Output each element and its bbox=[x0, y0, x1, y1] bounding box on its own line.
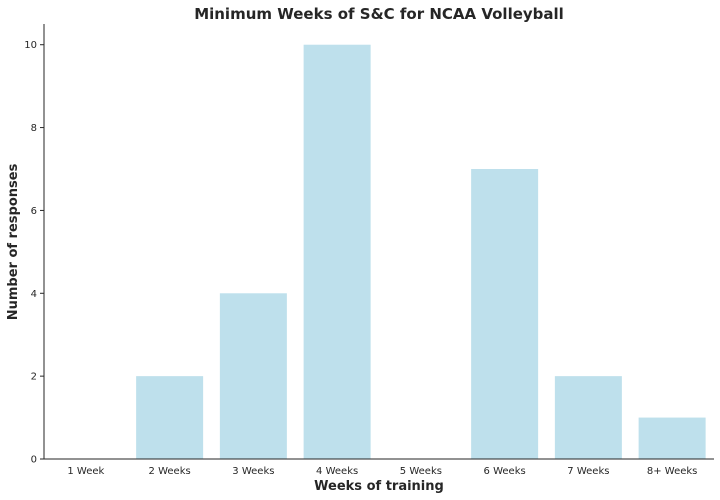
x-tick-label: 1 Week bbox=[67, 466, 104, 477]
x-tick-label: 2 Weeks bbox=[149, 466, 191, 477]
y-axis-label: Number of responses bbox=[6, 163, 21, 320]
bars-group bbox=[136, 44, 706, 459]
bar-2-weeks bbox=[136, 376, 204, 459]
x-tick-label: 3 Weeks bbox=[232, 466, 274, 477]
y-tick-label: 6 bbox=[31, 206, 37, 217]
y-tick-label: 10 bbox=[24, 40, 37, 51]
bar-4-weeks bbox=[303, 44, 371, 459]
y-tick-label: 0 bbox=[31, 455, 37, 466]
bar-7-weeks bbox=[554, 376, 622, 459]
x-axis-ticks: 1 Week 2 Weeks 3 Weeks 4 Weeks 5 Weeks 6 Week… bbox=[67, 466, 697, 477]
x-tick-label: 5 Weeks bbox=[400, 466, 442, 477]
y-axis-ticks: 0 2 4 6 8 10 bbox=[24, 40, 44, 466]
x-tick-label: 4 Weeks bbox=[316, 466, 358, 477]
y-tick-label: 4 bbox=[31, 289, 37, 300]
y-tick-label: 2 bbox=[31, 372, 37, 383]
bar-6-weeks bbox=[471, 169, 539, 459]
x-tick-label: 8+ Weeks bbox=[647, 466, 698, 477]
bar-3-weeks bbox=[219, 293, 287, 459]
y-tick-label: 8 bbox=[31, 123, 37, 134]
x-tick-label: 7 Weeks bbox=[567, 466, 609, 477]
x-axis-label: Weeks of training bbox=[314, 479, 444, 494]
bar-8-weeks bbox=[638, 417, 706, 459]
x-tick-label: 6 Weeks bbox=[484, 466, 526, 477]
chart-title: Minimum Weeks of S&C for NCAA Volleyball bbox=[194, 5, 564, 23]
